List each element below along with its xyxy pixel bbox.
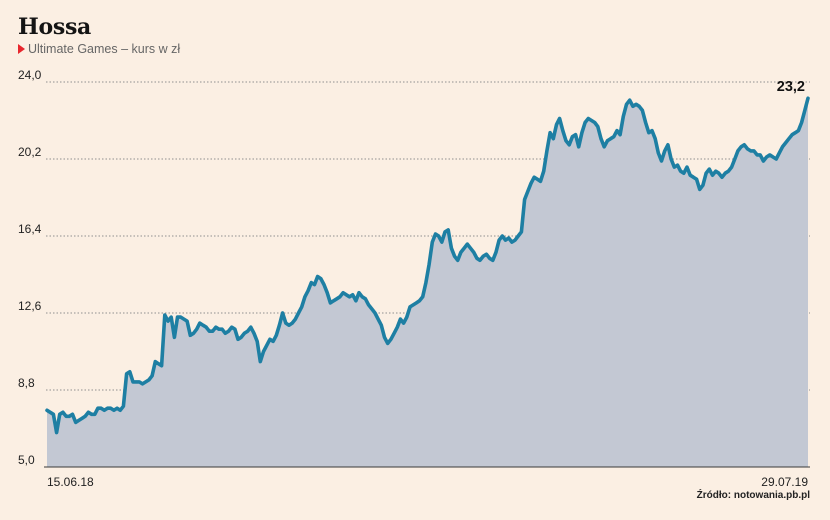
chart-subtitle: Ultimate Games – kurs w zł bbox=[18, 42, 180, 56]
y-tick-label: 24,0 bbox=[18, 68, 42, 82]
x-tick-label-end: 29.07.19 bbox=[761, 475, 808, 489]
last-value-label: 23,2 bbox=[777, 79, 805, 95]
price-line bbox=[45, 96, 810, 435]
y-tick-label: 20,2 bbox=[18, 145, 42, 159]
y-tick-label: 16,4 bbox=[18, 222, 42, 236]
triangle-marker-icon bbox=[18, 44, 25, 54]
source-note: Źródło: notowania.pb.pl bbox=[696, 490, 810, 501]
y-tick-label: 8,8 bbox=[18, 376, 35, 390]
subtitle-text: Ultimate Games – kurs w zł bbox=[28, 42, 181, 56]
y-tick-label: 12,6 bbox=[18, 299, 42, 313]
y-tick-label: 5,0 bbox=[18, 453, 35, 467]
chart-title: Hossa bbox=[18, 14, 91, 40]
x-tick-label-start: 15.06.18 bbox=[47, 475, 94, 489]
